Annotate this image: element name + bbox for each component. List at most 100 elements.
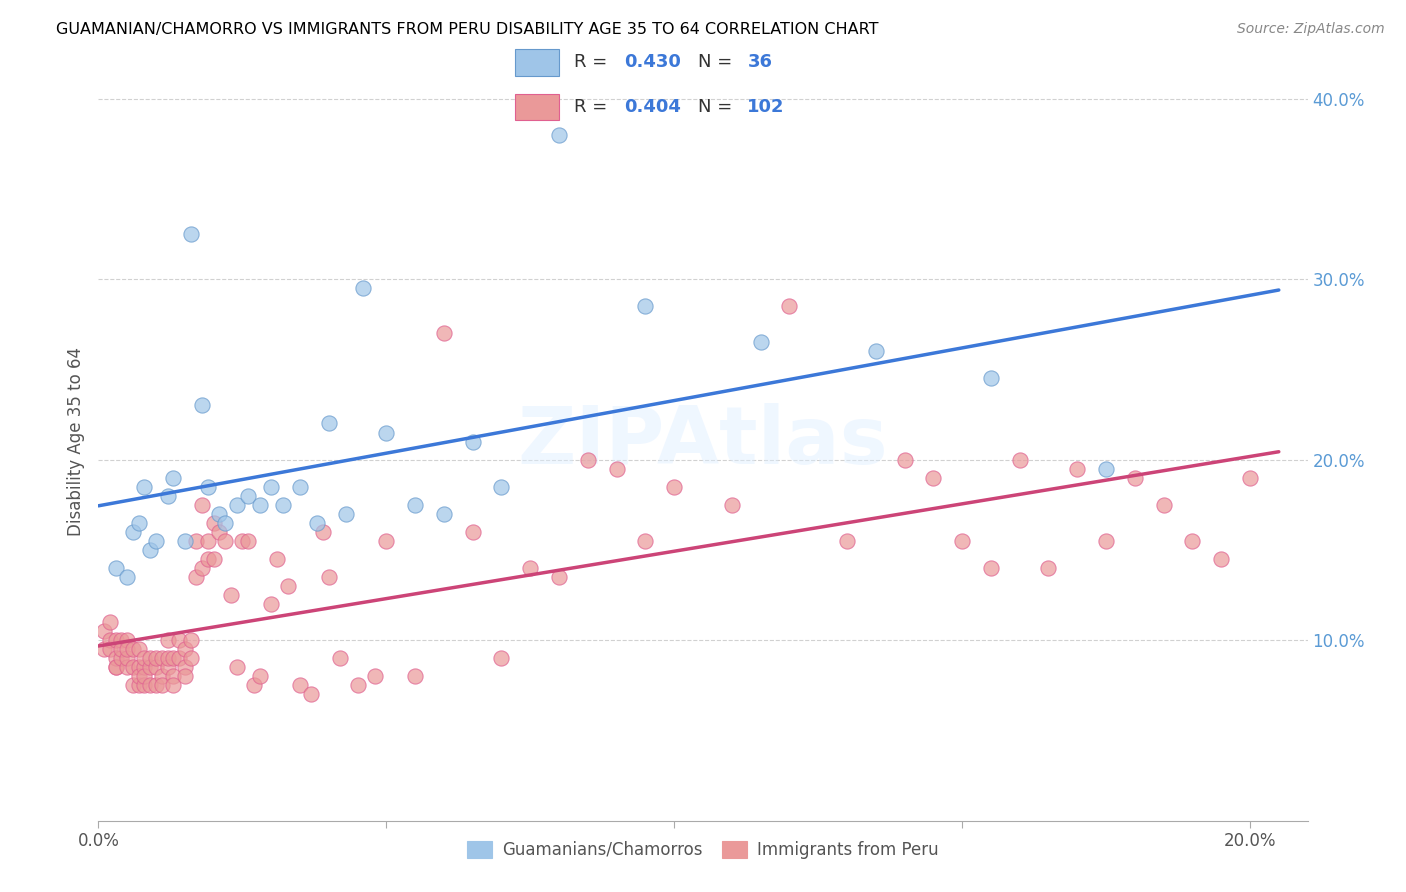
Point xyxy=(404,498,426,512)
Point xyxy=(167,651,190,665)
Point xyxy=(180,633,202,648)
Point xyxy=(634,533,657,548)
Point xyxy=(271,498,294,512)
Point xyxy=(307,516,329,530)
Point xyxy=(104,651,127,665)
Point xyxy=(634,299,657,313)
Point xyxy=(208,507,231,521)
Text: 102: 102 xyxy=(748,98,785,116)
Point xyxy=(93,624,115,639)
Point xyxy=(214,516,236,530)
Point xyxy=(110,651,132,665)
Point xyxy=(104,660,127,674)
Point xyxy=(865,344,887,359)
Point xyxy=(219,588,242,602)
Point xyxy=(122,660,145,674)
Point xyxy=(202,552,225,566)
Point xyxy=(335,507,357,521)
Point xyxy=(835,533,858,548)
Point xyxy=(134,651,156,665)
Point xyxy=(191,399,214,413)
Point xyxy=(318,570,340,584)
Point xyxy=(162,678,184,692)
Point xyxy=(922,470,945,484)
Point xyxy=(202,516,225,530)
Point xyxy=(491,480,513,494)
Point xyxy=(104,633,127,648)
Point xyxy=(145,660,167,674)
Point xyxy=(167,633,190,648)
Point xyxy=(720,498,742,512)
Point xyxy=(606,461,628,475)
Point xyxy=(1066,461,1088,475)
Point xyxy=(1008,452,1031,467)
Point xyxy=(139,651,162,665)
Point xyxy=(156,651,179,665)
Point xyxy=(191,498,214,512)
Point xyxy=(115,660,138,674)
Text: GUAMANIAN/CHAMORRO VS IMMIGRANTS FROM PERU DISABILITY AGE 35 TO 64 CORRELATION C: GUAMANIAN/CHAMORRO VS IMMIGRANTS FROM PE… xyxy=(56,22,879,37)
Y-axis label: Disability Age 35 to 64: Disability Age 35 to 64 xyxy=(66,347,84,536)
Point xyxy=(243,678,266,692)
Point xyxy=(1095,533,1118,548)
Point xyxy=(122,524,145,539)
Point xyxy=(664,480,686,494)
Point xyxy=(134,669,156,683)
Point xyxy=(375,425,398,440)
Point xyxy=(1123,470,1146,484)
Text: Source: ZipAtlas.com: Source: ZipAtlas.com xyxy=(1237,22,1385,37)
Point xyxy=(98,615,121,629)
Point xyxy=(134,678,156,692)
Point xyxy=(110,642,132,657)
Point xyxy=(548,570,571,584)
Point xyxy=(93,642,115,657)
Point xyxy=(225,660,247,674)
Point xyxy=(139,678,162,692)
Text: 0.430: 0.430 xyxy=(624,54,681,71)
Point xyxy=(104,561,127,575)
Point xyxy=(980,561,1002,575)
Point xyxy=(115,642,138,657)
Point xyxy=(214,533,236,548)
Point xyxy=(288,480,311,494)
Point xyxy=(173,669,195,683)
Point xyxy=(461,434,484,449)
Point xyxy=(122,642,145,657)
Point xyxy=(197,533,219,548)
Point xyxy=(191,561,214,575)
Point xyxy=(145,651,167,665)
Point xyxy=(352,281,374,295)
Text: 36: 36 xyxy=(748,54,772,71)
Text: R =: R = xyxy=(574,98,613,116)
Point xyxy=(312,524,335,539)
Point xyxy=(104,660,127,674)
Point xyxy=(145,678,167,692)
Point xyxy=(186,570,208,584)
Point xyxy=(329,651,352,665)
Text: ZIPAtlas: ZIPAtlas xyxy=(517,402,889,481)
Point xyxy=(266,552,288,566)
Point xyxy=(519,561,541,575)
Point xyxy=(778,299,800,313)
Point xyxy=(122,678,145,692)
FancyBboxPatch shape xyxy=(516,94,558,120)
Point xyxy=(1211,552,1233,566)
Legend: Guamanians/Chamorros, Immigrants from Peru: Guamanians/Chamorros, Immigrants from Pe… xyxy=(460,834,946,865)
Point xyxy=(162,651,184,665)
Point xyxy=(260,597,283,611)
Point xyxy=(180,227,202,241)
Point xyxy=(173,660,195,674)
Point xyxy=(197,480,219,494)
Point xyxy=(134,660,156,674)
Point xyxy=(1239,470,1261,484)
Point xyxy=(180,651,202,665)
Point xyxy=(980,371,1002,385)
Point xyxy=(115,570,138,584)
Point xyxy=(277,579,299,593)
Point xyxy=(208,524,231,539)
Point xyxy=(150,651,173,665)
Point xyxy=(115,651,138,665)
Point xyxy=(225,498,247,512)
Point xyxy=(156,489,179,503)
Point xyxy=(173,533,195,548)
